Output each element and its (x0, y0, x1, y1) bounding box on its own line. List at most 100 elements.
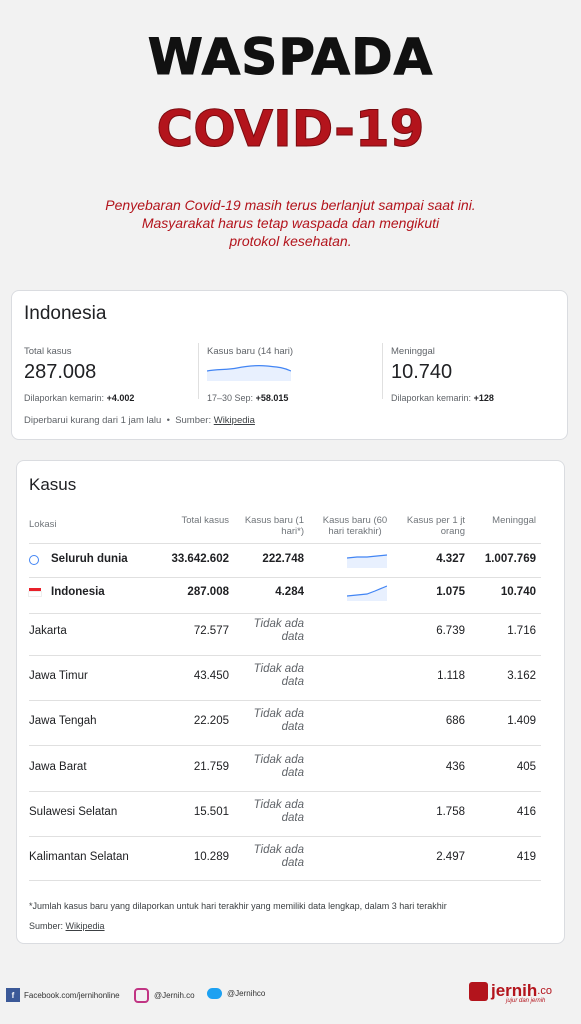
updated: Diperbarui kurang dari 1 jam lalu • Sumb… (24, 415, 255, 426)
note-value: +58.015 (255, 393, 289, 403)
sparkline (347, 554, 387, 568)
row-divider (29, 745, 541, 746)
row-divider (29, 576, 541, 578)
column-header: Total kasus (181, 515, 229, 526)
footnote: *Jumlah kasus baru yang dilaporkan untuk… (29, 901, 447, 911)
location: Jawa Timur (29, 670, 88, 682)
column-header: Lokasi (29, 519, 57, 530)
cell: Tidak ada data (253, 618, 304, 643)
cell: 6.739 (436, 625, 465, 637)
cell: Tidak ada data (253, 708, 304, 733)
cell: 1.758 (436, 806, 465, 818)
cell: 1.007.769 (484, 553, 536, 565)
note-label: Dilaporkan kemarin: (391, 393, 472, 403)
note-value: +128 (473, 393, 494, 403)
note-label: 17–30 Sep: (207, 393, 254, 403)
cell: 287.008 (187, 586, 229, 598)
twitter: @Jernihco (207, 988, 265, 999)
cell: 15.501 (193, 806, 229, 818)
cell: Tidak ada data (253, 799, 304, 824)
location: Sulawesi Selatan (29, 806, 118, 818)
summary-card: Indonesia Diperbarui kurang dari 1 jam l… (11, 290, 568, 440)
brand-name: jernih (491, 981, 538, 1000)
stat-label: Kasus baru (14 hari) (207, 346, 294, 357)
sparkline (347, 585, 387, 601)
cell: 33.642.602 (171, 553, 229, 565)
location: Seluruh dunia (51, 553, 128, 565)
cell: 1.409 (507, 715, 536, 727)
column-header: Kasus baru (60 hari terakhir) (322, 515, 388, 537)
cell: 10.289 (193, 851, 229, 863)
cell: 72.577 (193, 625, 229, 637)
divider (198, 343, 199, 399)
flag-icon (28, 591, 42, 597)
location: Indonesia (51, 586, 105, 598)
tagline: jujur dan jernih (506, 998, 546, 1004)
note-label: Dilaporkan kemarin: (24, 393, 105, 403)
stat-label: Meninggal (391, 346, 435, 357)
column-header: Kasus per 1 jt orang (406, 515, 465, 537)
cell: 10.740 (500, 586, 536, 598)
cell: 21.759 (193, 761, 229, 773)
column-header: Meninggal (492, 515, 536, 526)
row-divider (29, 880, 541, 881)
cell: 4.284 (275, 586, 304, 598)
row-divider (29, 699, 541, 701)
divider (382, 343, 383, 399)
source-link[interactable]: Wikipedia (213, 415, 255, 426)
intro-line: protokol kesehatan. (229, 233, 352, 249)
flag-icon (29, 588, 41, 592)
cell: 2.497 (436, 851, 465, 863)
cell: 1.075 (436, 586, 465, 598)
source-label: Sumber: (175, 415, 212, 426)
cell: 416 (516, 806, 536, 818)
stat-value: 287.008 (24, 361, 97, 383)
cell: 222.748 (262, 553, 304, 565)
source-link[interactable]: Wikipedia (65, 921, 105, 931)
location: Jawa Barat (29, 761, 87, 773)
table-card: Kasus Lokasi Total kasus Kasus baru (1 har… (16, 460, 565, 944)
stat-label: Total kasus (24, 346, 72, 357)
cell: 686 (445, 715, 465, 727)
cell: Tidak ada data (253, 844, 304, 869)
cell: 436 (445, 761, 465, 773)
row-divider (29, 790, 541, 792)
twitter-handle: @Jernihco (227, 989, 266, 998)
updated-text: Diperbarui kurang dari 1 jam lalu (24, 415, 162, 426)
location: Kalimantan Selatan (29, 851, 129, 863)
stat-note: 17–30 Sep: +58.015 (207, 393, 288, 403)
title: WASPADA (147, 28, 434, 87)
location: Jakarta (29, 625, 67, 637)
row-divider (29, 612, 541, 614)
cell: 4.327 (436, 553, 465, 565)
stat-note: Dilaporkan kemarin: +128 (391, 393, 494, 403)
row-divider (29, 543, 541, 544)
instagram: @Jernih.co (134, 988, 195, 1003)
stat-value: 10.740 (391, 361, 453, 383)
cell: 1.716 (507, 625, 536, 637)
table-source: Sumber: Wikipedia (29, 921, 105, 931)
table-title: Kasus (29, 475, 77, 494)
note-value: +4.002 (106, 393, 135, 403)
instagram-handle: @Jernih.co (154, 991, 195, 1000)
brand-suffix: .co (537, 985, 552, 997)
sparkline (207, 365, 291, 381)
intro-line: Penyebaran Covid-19 masih terus berlanju… (105, 197, 476, 213)
stat-note: Dilaporkan kemarin: +4.002 (24, 393, 134, 403)
cell: 419 (516, 851, 536, 863)
source-label: Sumber: (29, 921, 64, 931)
column-header: Kasus baru (1 hari*) (244, 515, 304, 537)
row-divider (29, 835, 541, 837)
globe-icon (29, 555, 39, 565)
title: COVID-19 (156, 100, 425, 159)
country: Indonesia (24, 303, 107, 324)
facebook-handle: Facebook.com/jernihonline (24, 990, 120, 1000)
cell: 3.162 (507, 670, 536, 682)
cell: 1.118 (437, 670, 465, 682)
facebook: f Facebook.com/jernihonline (6, 988, 120, 1002)
cell: 22.205 (193, 715, 229, 727)
cell: 405 (516, 761, 536, 773)
location: Jawa Tengah (29, 715, 97, 727)
intro-line: Masyarakat harus tetap waspada dan mengi… (141, 215, 440, 231)
